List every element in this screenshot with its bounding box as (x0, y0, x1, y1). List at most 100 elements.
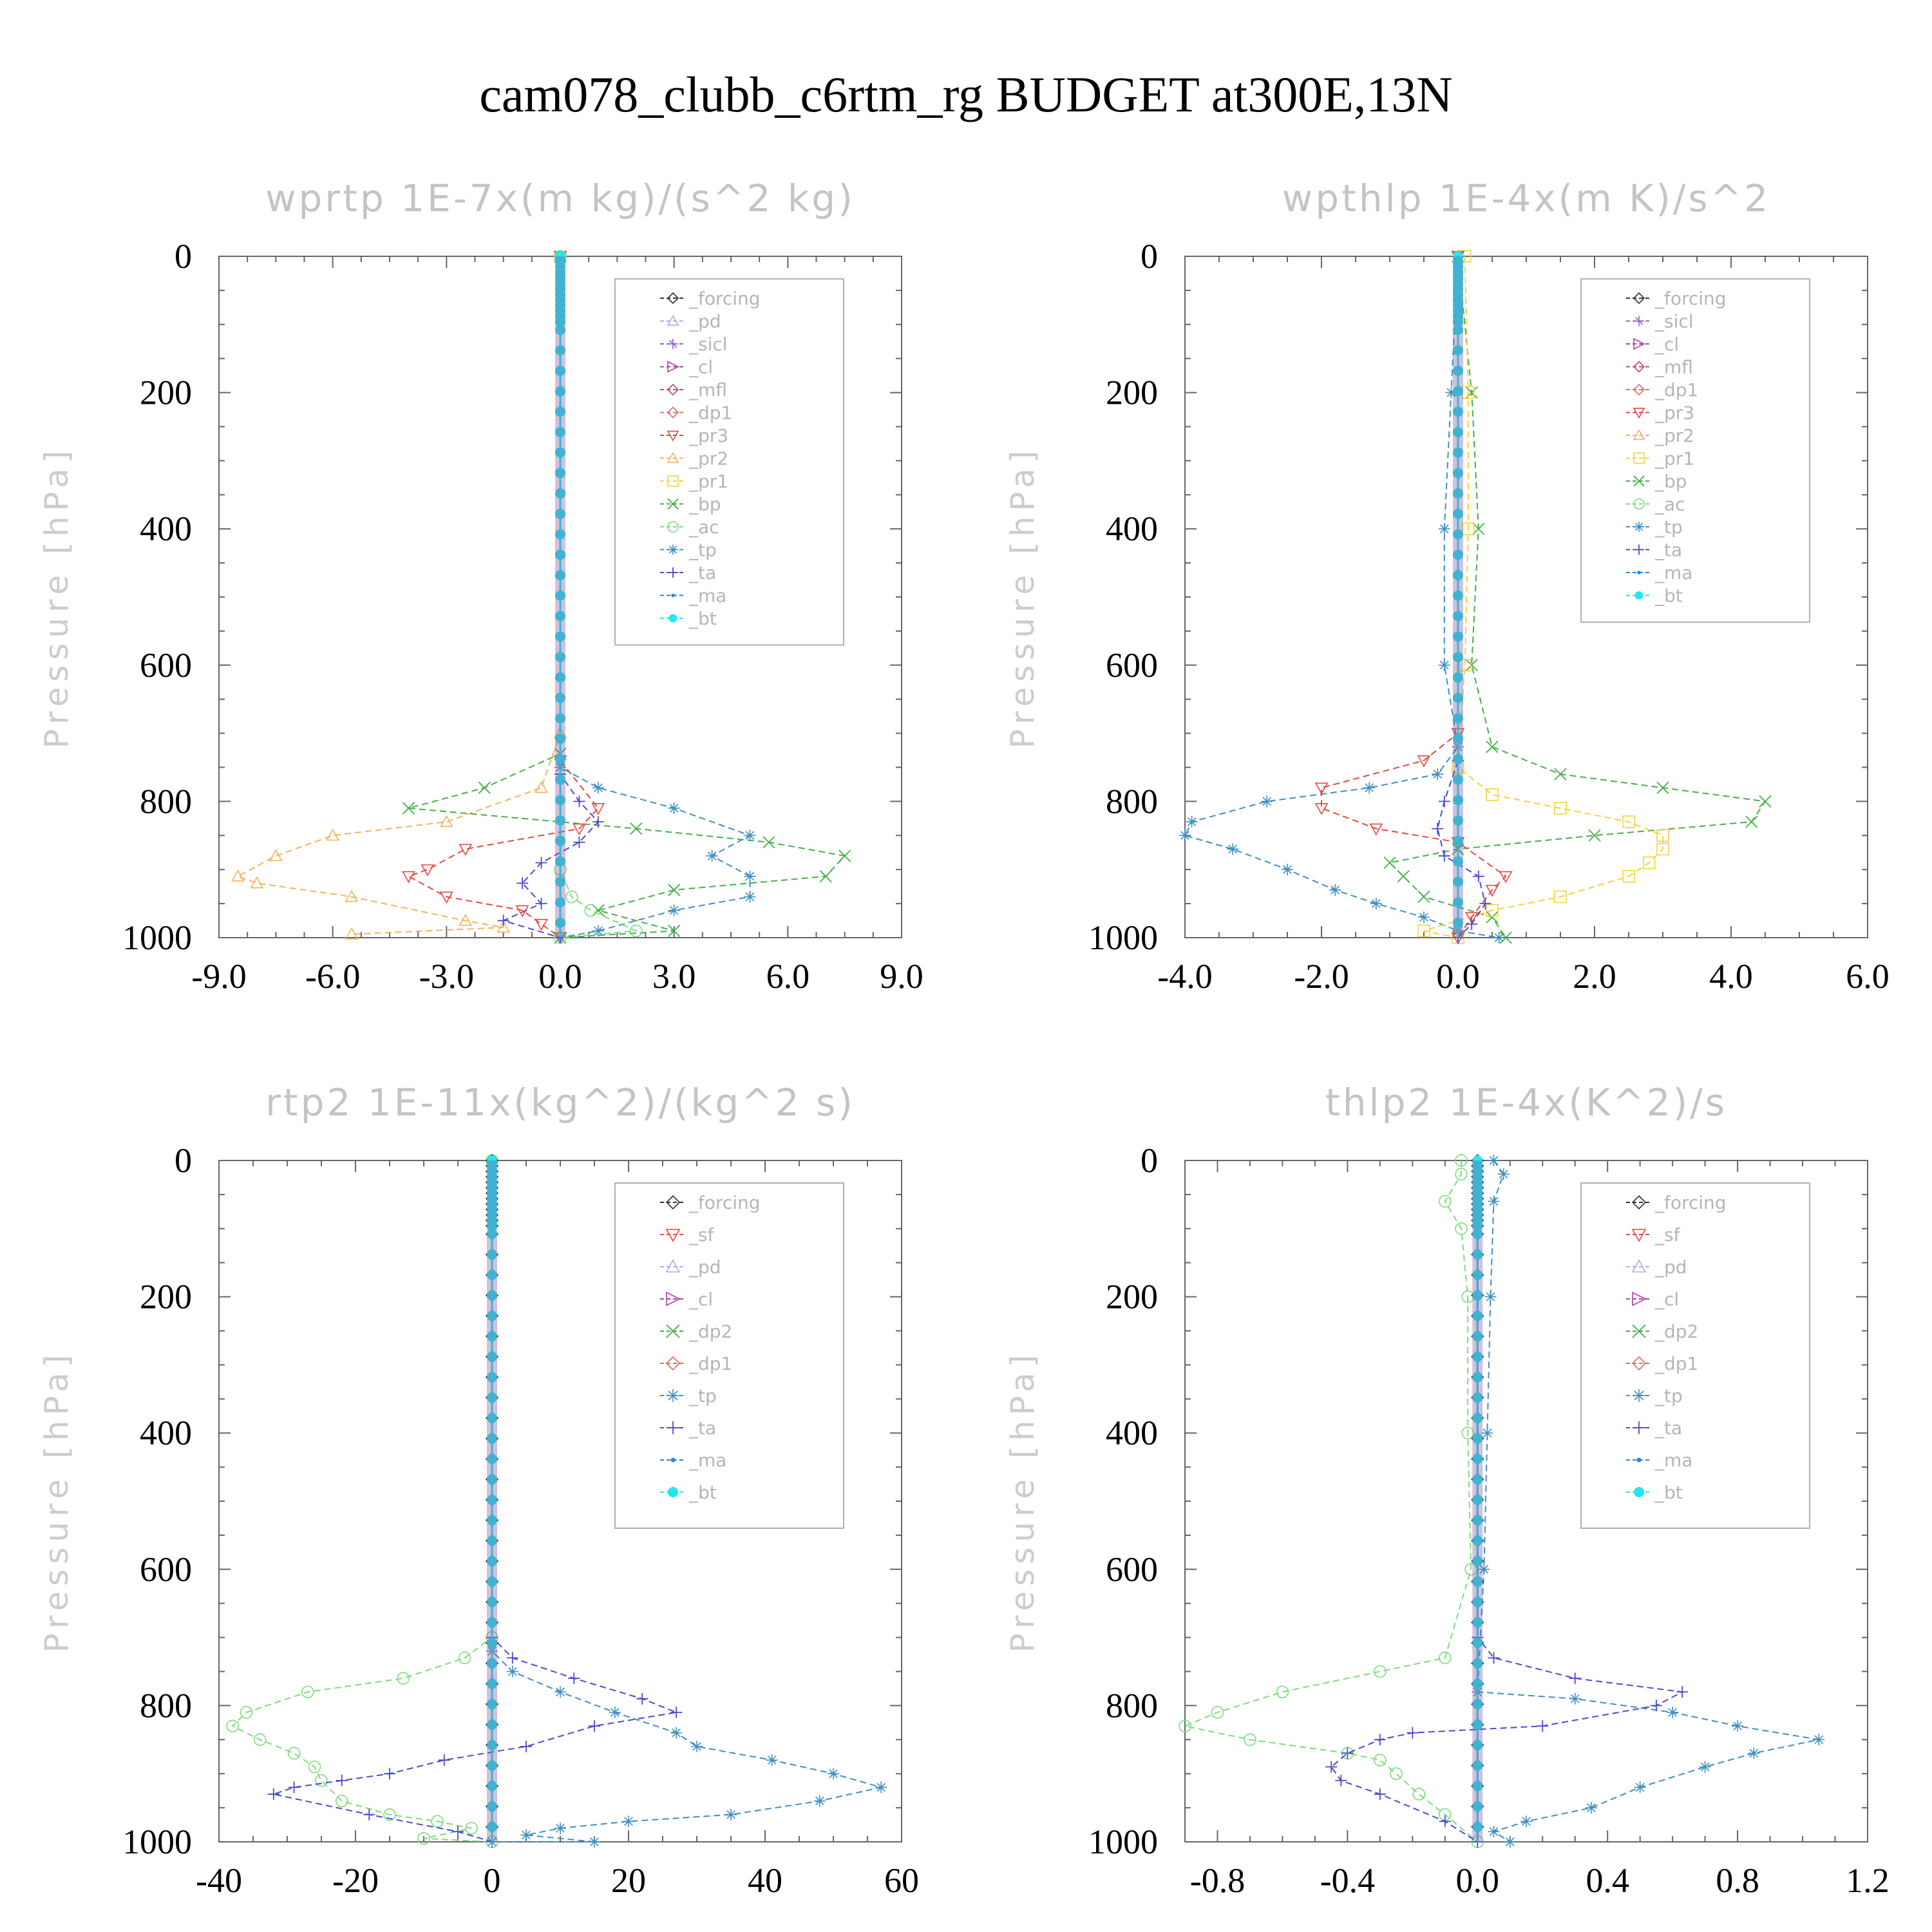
legend-label: _sf (1654, 1224, 1681, 1245)
legend-label: _dp1 (688, 1353, 732, 1374)
series-point_ac (465, 1822, 478, 1835)
y-tick-label: 0 (1141, 237, 1158, 276)
series-point_tp (1186, 816, 1198, 828)
series-point_tp (813, 1795, 826, 1807)
series-point_tp (828, 1768, 839, 1780)
series-line_pr2 (236, 256, 561, 935)
series-point_tp (1329, 884, 1341, 896)
series-point_bt (1472, 1474, 1483, 1485)
series-point_tp (1813, 1734, 1825, 1746)
series-point_bt (487, 1678, 497, 1689)
series-point_bt (1472, 1249, 1483, 1260)
series-point_bt (555, 631, 565, 642)
x-tick-label: -6.0 (305, 957, 360, 996)
legend-marker (665, 1195, 681, 1210)
series-point_bt (555, 774, 565, 785)
legend-label: _pr3 (688, 425, 728, 446)
x-tick-label: 40 (748, 1861, 782, 1900)
series-point_bt (487, 1658, 497, 1669)
series-point_tp (670, 1727, 683, 1739)
series-point_bt (555, 815, 565, 826)
series-point_bt (1453, 508, 1463, 519)
series-point_ta (363, 1808, 375, 1821)
series-point_bt (1472, 1269, 1483, 1280)
legend-marker (1633, 337, 1645, 350)
legend-box (1580, 1182, 1810, 1529)
x-tick-label: 3.0 (652, 957, 696, 996)
legend-marker (667, 1421, 679, 1434)
series-point_ta (438, 1754, 450, 1766)
zero-series-stack (555, 256, 565, 938)
series-point_bp (762, 836, 775, 849)
series-point_ta (592, 816, 604, 828)
series-point_bt (555, 325, 565, 336)
series-point_bt (1472, 1433, 1483, 1444)
legend-marker (1631, 1356, 1647, 1371)
series-point_bt (1472, 1351, 1483, 1362)
legend-label: _forcing (1654, 288, 1727, 309)
series-point_bt (1453, 590, 1463, 601)
series-point_bt (487, 1474, 497, 1485)
legend-label: _ta (688, 562, 716, 583)
legend-marker (668, 339, 678, 349)
panels-group: wprtp 1E-7x(m kg)/(s^2 kg) Pressure [hPa]… (38, 176, 1889, 1900)
legend-marker (668, 614, 677, 623)
series-point_bt (487, 1576, 497, 1587)
series-point_ta (1335, 1774, 1347, 1786)
series-point_bt (1453, 815, 1463, 826)
legend-marker (668, 544, 678, 555)
series-point_tp (1445, 386, 1457, 399)
series-point_bt (555, 672, 565, 683)
legend-marker (1632, 1324, 1646, 1338)
series-point_bt (555, 529, 565, 540)
x-tick-label: -20 (332, 1861, 379, 1900)
series-point_bp (1397, 870, 1410, 883)
series-point_bt (1472, 1454, 1483, 1464)
series-point_bt (1453, 896, 1463, 907)
series-point_pr3 (1464, 912, 1479, 924)
series-point_pr2 (326, 828, 340, 841)
series-point_bt (555, 570, 565, 581)
series-point_bp (1417, 890, 1430, 904)
panel-title: wprtp 1E-7x(m kg)/(s^2 kg) (265, 176, 855, 220)
series-point_ac (301, 1685, 314, 1699)
series-point_bt (1472, 1760, 1483, 1771)
series-point_ac (1461, 1426, 1474, 1439)
series-point_pr2 (439, 815, 453, 828)
series-point_bt (487, 1596, 497, 1607)
series-point_pr3 (1314, 802, 1329, 815)
legend-label: _cl (1654, 1289, 1679, 1310)
series-point_bt (555, 713, 565, 724)
series-point_bp (1759, 795, 1772, 808)
series-point_bt (555, 795, 565, 806)
legend-marker (1631, 1195, 1647, 1210)
legend-marker (1633, 452, 1645, 464)
series-point_bp (1465, 659, 1478, 672)
series-point_tp (1484, 1291, 1497, 1303)
series-line_pr1 (1423, 256, 1663, 938)
panel-1: wprtp 1E-7x(m kg)/(s^2 kg) Pressure [hPa]… (38, 176, 923, 996)
y-tick-label: 200 (1106, 1278, 1158, 1316)
series-point_bt (1472, 1311, 1483, 1321)
series-point_ta (1325, 1761, 1338, 1773)
series-point_tp (725, 1808, 737, 1821)
series-point_ac (629, 924, 643, 938)
series-point_ta (1374, 1788, 1386, 1800)
series-point_ac (1455, 1222, 1468, 1235)
series-point_bt (487, 1412, 497, 1423)
series-point_bt (1472, 1535, 1483, 1546)
legend-label: _dp1 (1654, 379, 1698, 401)
series-point_bt (1453, 468, 1463, 478)
series-point_tp (1418, 911, 1430, 923)
legend-label: _cl (688, 357, 713, 378)
series-group (226, 1153, 887, 1848)
x-tick-label: 0.8 (1716, 1861, 1759, 1900)
x-tick-label: 0.4 (1586, 1861, 1629, 1900)
y-tick-label: 400 (1106, 1414, 1158, 1452)
series-point_bt (555, 590, 565, 601)
series-point_pr3 (1314, 782, 1329, 795)
series-point_pr2 (459, 913, 473, 926)
series-point_ta (1406, 1727, 1419, 1739)
series-point_bt (555, 406, 565, 417)
